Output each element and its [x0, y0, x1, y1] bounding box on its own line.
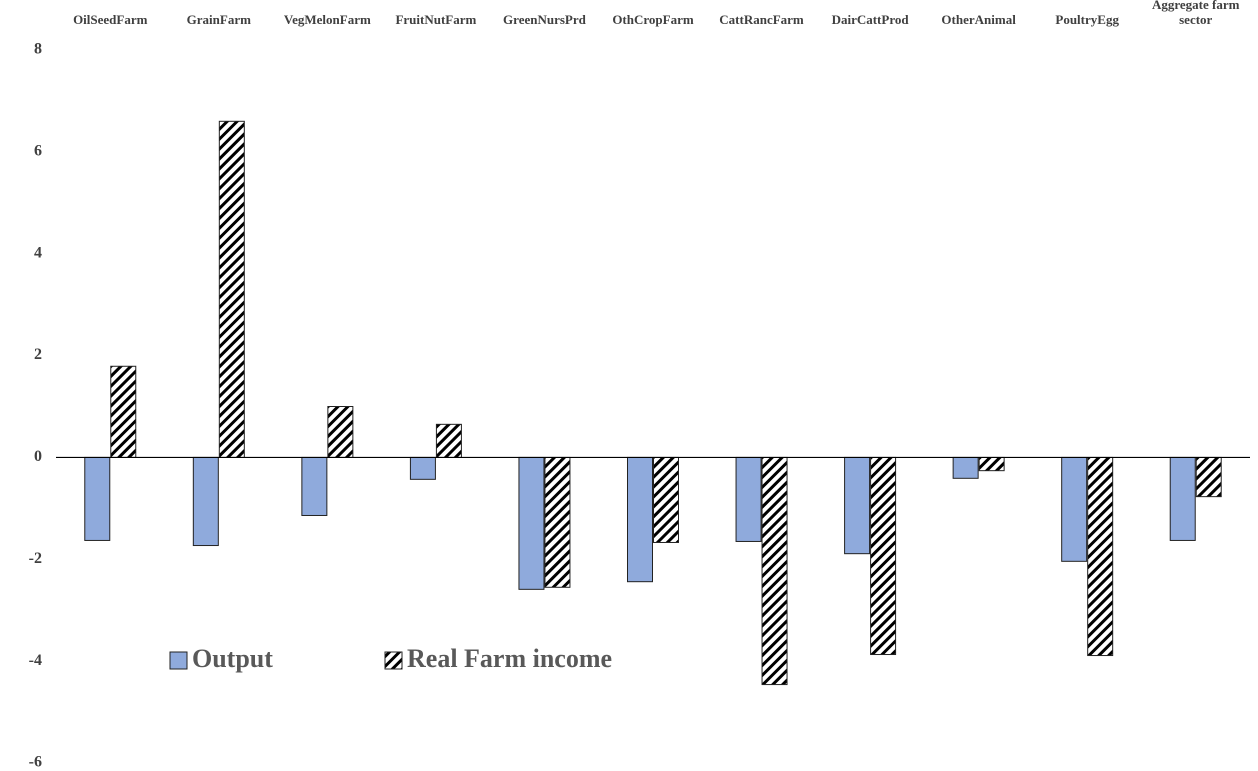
bar: [1195, 456, 1222, 498]
y-tick-label: 8: [34, 41, 42, 58]
x-tick-label: GreenNursPrd: [503, 12, 586, 27]
bar: [218, 120, 245, 458]
bar: [435, 423, 462, 458]
bar: [409, 456, 436, 480]
x-tick-label: CattRancFarm: [719, 12, 804, 27]
bar: [1087, 456, 1114, 657]
bar: [870, 456, 897, 656]
x-tick-label: PoultryEgg: [1055, 12, 1119, 27]
bar: [84, 456, 111, 541]
bar: [761, 456, 788, 686]
legend-swatch: [169, 651, 188, 670]
y-tick-label: 0: [34, 448, 42, 465]
x-tick-label: VegMelonFarm: [283, 12, 371, 27]
x-tick-label: DairCattProd: [831, 12, 909, 27]
y-tick-label: -4: [29, 652, 42, 669]
bar: [518, 456, 545, 590]
x-tick-label: OilSeedFarm: [73, 12, 148, 27]
bar: [192, 456, 219, 547]
bar: [1061, 456, 1088, 562]
x-tick-label: Aggregate farm sector: [1151, 0, 1240, 27]
x-tick-label: OtherAnimal: [941, 12, 1016, 27]
bar: [327, 406, 354, 458]
x-tick-label: OthCropFarm: [612, 12, 694, 27]
y-tick-label: 4: [34, 244, 42, 261]
y-tick-label: 2: [34, 346, 42, 363]
y-tick-label: -6: [29, 754, 42, 771]
legend-label: Output: [192, 644, 273, 673]
bar: [844, 456, 871, 555]
x-tick-label: FruitNutFarm: [395, 12, 477, 27]
y-tick-label: 6: [34, 143, 42, 160]
bar: [627, 456, 653, 583]
x-tick-label: GrainFarm: [186, 12, 251, 27]
bar: [544, 456, 571, 588]
bar: [735, 456, 762, 542]
bar: [301, 456, 328, 516]
legend-label: Real Farm income: [407, 644, 612, 673]
legend-swatch: [384, 651, 403, 670]
bar: [653, 456, 679, 543]
bar: [110, 365, 137, 458]
bar: [978, 456, 1005, 472]
bar: [1169, 456, 1196, 541]
y-tick-label: -2: [29, 550, 42, 567]
bar: [952, 456, 979, 479]
